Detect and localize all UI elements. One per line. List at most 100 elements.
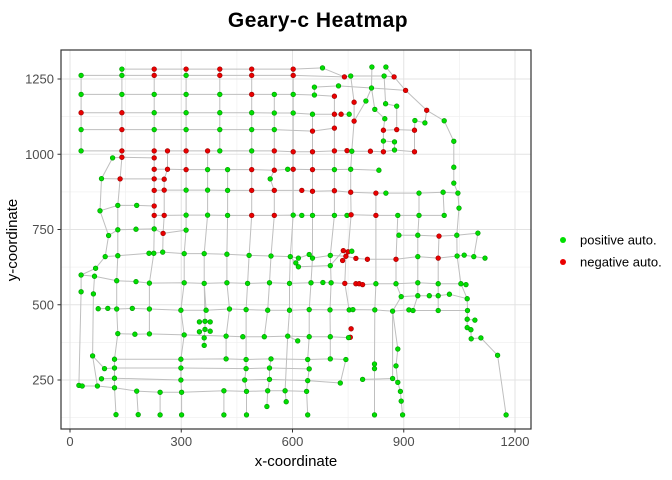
data-point-positive xyxy=(290,110,296,116)
data-point-positive xyxy=(348,166,354,172)
data-point-positive xyxy=(410,307,416,314)
data-point-positive xyxy=(381,73,387,79)
y-tick-label: 1000 xyxy=(25,147,54,162)
data-point-positive xyxy=(146,331,153,337)
data-point-positive xyxy=(369,64,375,70)
data-point-positive xyxy=(299,212,305,219)
street-line xyxy=(136,390,139,416)
street-line xyxy=(92,355,105,370)
data-point-positive xyxy=(226,306,233,312)
data-point-positive xyxy=(391,147,398,153)
data-point-positive xyxy=(503,412,509,418)
data-point-positive xyxy=(202,326,208,333)
data-point-positive xyxy=(446,291,453,297)
street-line xyxy=(383,75,398,131)
data-point-positive xyxy=(441,118,447,124)
data-point-negative xyxy=(160,230,166,237)
data-point-positive xyxy=(115,330,121,337)
y-axis-title: y-coordinate xyxy=(4,199,21,282)
street-line xyxy=(101,178,165,180)
data-point-positive xyxy=(89,353,96,359)
data-point-positive xyxy=(105,232,112,239)
street-line xyxy=(225,169,230,360)
data-point-negative xyxy=(117,176,123,182)
data-point-positive xyxy=(105,305,111,312)
data-point-positive xyxy=(261,334,267,340)
data-point-positive xyxy=(202,318,208,324)
data-point-negative xyxy=(402,87,409,94)
data-point-negative xyxy=(183,148,189,154)
data-point-positive xyxy=(415,293,421,299)
data-point-positive xyxy=(380,138,387,144)
data-point-negative xyxy=(290,149,296,155)
data-point-positive xyxy=(271,91,277,98)
data-point-positive xyxy=(207,328,213,334)
legend-dot-positive xyxy=(560,237,566,243)
data-point-positive xyxy=(223,333,229,339)
data-point-positive xyxy=(146,306,153,312)
data-point-positive xyxy=(157,389,163,395)
data-point-positive xyxy=(268,253,274,259)
data-point-positive xyxy=(399,412,406,418)
data-point-positive xyxy=(303,388,310,395)
data-point-negative xyxy=(164,166,171,172)
data-point-negative xyxy=(394,126,400,133)
data-point-positive xyxy=(151,91,157,98)
x-tick-label: 0 xyxy=(66,434,73,449)
data-point-positive xyxy=(201,280,207,287)
data-point-negative xyxy=(249,187,255,194)
data-point-positive xyxy=(306,251,312,258)
data-point-negative xyxy=(331,148,338,154)
y-tick-label: 500 xyxy=(32,297,54,312)
data-point-positive xyxy=(217,126,223,133)
data-point-negative xyxy=(161,212,167,219)
data-point-positive xyxy=(286,307,293,313)
data-point-positive xyxy=(327,262,333,269)
data-point-positive xyxy=(295,255,302,261)
data-point-positive xyxy=(204,166,211,173)
data-point-positive xyxy=(151,250,157,256)
plot-panel xyxy=(61,50,531,429)
data-point-negative xyxy=(359,281,366,288)
data-point-negative xyxy=(299,187,305,194)
data-point-positive xyxy=(327,252,333,259)
data-point-positive xyxy=(458,281,464,287)
data-point-negative xyxy=(367,148,374,154)
data-point-positive xyxy=(221,388,227,394)
data-point-positive xyxy=(183,91,189,98)
data-point-negative xyxy=(424,107,430,113)
data-point-positive xyxy=(359,376,366,383)
data-point-negative xyxy=(271,212,277,219)
data-point-negative xyxy=(373,190,379,196)
data-point-positive xyxy=(201,342,207,349)
data-point-positive xyxy=(132,331,138,337)
data-point-positive xyxy=(435,281,441,287)
data-point-negative xyxy=(290,66,296,72)
data-point-positive xyxy=(181,250,187,257)
data-point-positive xyxy=(157,412,163,418)
data-point-negative xyxy=(364,256,371,262)
data-point-positive xyxy=(471,253,477,260)
data-point-positive xyxy=(348,73,354,79)
data-point-positive xyxy=(223,356,229,362)
chart-title: Geary-c Heatmap xyxy=(228,9,408,32)
data-point-positive xyxy=(327,334,333,340)
legend-label-negative: negative auto. xyxy=(580,255,662,270)
data-point-positive xyxy=(98,175,105,182)
data-point-positive xyxy=(204,187,211,193)
data-point-positive xyxy=(478,335,484,341)
data-point-positive xyxy=(305,377,311,384)
data-point-positive xyxy=(240,334,246,340)
data-point-positive xyxy=(178,377,184,383)
data-point-positive xyxy=(472,317,478,323)
data-point-positive xyxy=(468,327,474,333)
street-line xyxy=(244,68,253,392)
data-point-positive xyxy=(454,253,460,259)
data-point-negative xyxy=(151,148,157,154)
data-point-positive xyxy=(389,308,396,314)
data-point-positive xyxy=(151,110,157,116)
street-line xyxy=(400,293,468,300)
data-point-positive xyxy=(290,212,296,218)
tick-labels: 0 300 600 900 1200 250 500 750 1000 1250 xyxy=(25,72,529,450)
